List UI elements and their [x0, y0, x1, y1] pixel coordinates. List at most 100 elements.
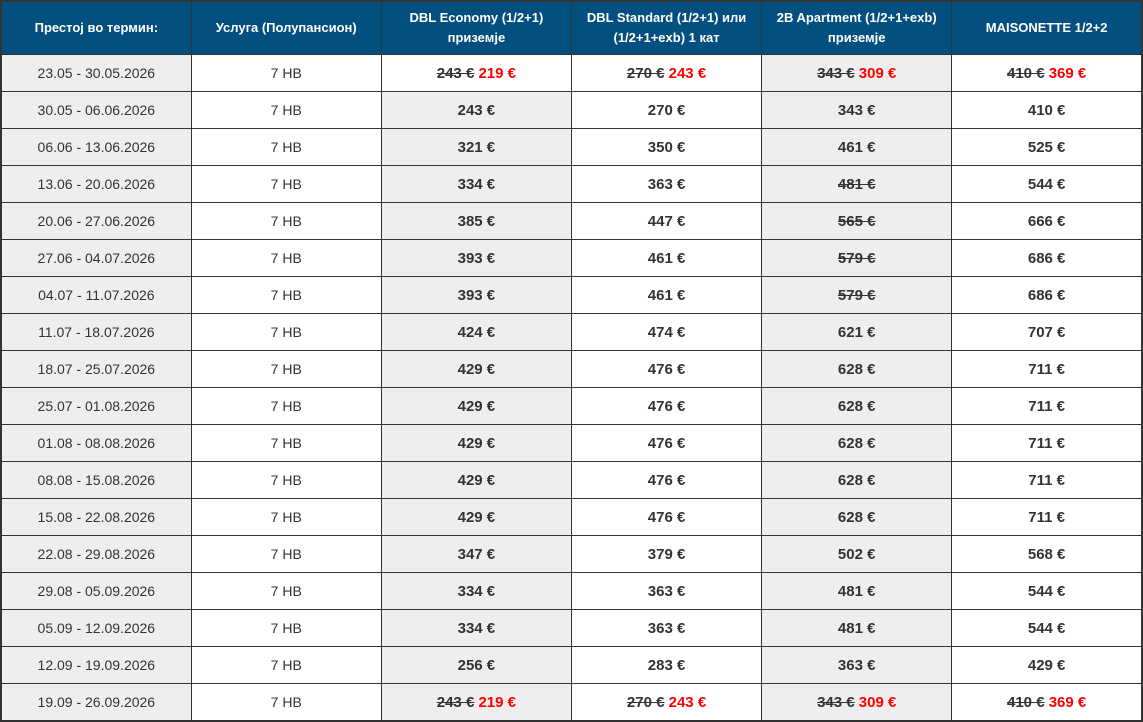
price-cell-dbl-standard: 476 €	[570, 498, 763, 536]
price-cell-2b-apartment: 481 €	[761, 609, 953, 647]
price-cell-2b-apartment: 628 €	[761, 461, 953, 499]
price-cell-2b-apartment: 621 €	[761, 313, 953, 351]
period-cell: 06.06 - 13.06.2026	[0, 128, 192, 166]
discount-price: 243 €	[668, 64, 707, 82]
price-cell-dbl-standard: 270 €	[570, 91, 763, 129]
period-cell: 23.05 - 30.05.2026	[0, 54, 192, 92]
price-cell-dbl-economy: 424 €	[380, 313, 572, 351]
price-cell-dbl-standard: 270 € 243 €	[570, 683, 763, 722]
price-cell-2b-apartment: 502 €	[761, 535, 953, 573]
price-cell-dbl-standard: 461 €	[570, 276, 763, 314]
discount-price: 219 €	[478, 693, 517, 711]
price-cell-2b-apartment: 628 €	[761, 350, 953, 388]
discount-price: 219 €	[478, 64, 517, 82]
period-cell: 15.08 - 22.08.2026	[0, 498, 192, 536]
header-maisonette: MAISONETTE 1/2+2	[951, 0, 1143, 55]
period-cell: 05.09 - 12.09.2026	[0, 609, 192, 647]
price-cell-dbl-economy: 243 € 219 €	[380, 683, 572, 722]
old-price: 579 €	[837, 286, 876, 304]
service-cell: 7 HB	[190, 461, 382, 499]
service-cell: 7 HB	[190, 54, 382, 92]
price-cell-dbl-standard: 363 €	[570, 165, 763, 203]
price-cell-maisonette: 711 €	[951, 461, 1143, 499]
table-row: 04.07 - 11.07.2026 7 HB 393 €461 € 579 € 686…	[0, 276, 1143, 314]
price-cell-maisonette: 525 €	[951, 128, 1143, 166]
price-cell-dbl-economy: 243 €	[380, 91, 572, 129]
price-cell-dbl-economy: 429 €	[380, 461, 572, 499]
price-cell-dbl-economy: 334 €	[380, 609, 572, 647]
period-cell: 13.06 - 20.06.2026	[0, 165, 192, 203]
price-cell-dbl-standard: 476 €	[570, 461, 763, 499]
old-price: 579 €	[837, 249, 876, 267]
header-period: Престој во термин:	[0, 0, 192, 55]
service-cell: 7 HB	[190, 424, 382, 462]
table-row: 13.06 - 20.06.2026 7 HB 334 €363 € 481 € 544…	[0, 165, 1143, 203]
discount-price: 309 €	[858, 693, 897, 711]
period-cell: 27.06 - 04.07.2026	[0, 239, 192, 277]
table-row: 18.07 - 25.07.2026 7 HB 429 €476 €628 €711…	[0, 350, 1143, 388]
price-cell-2b-apartment: 628 €	[761, 424, 953, 462]
service-cell: 7 HB	[190, 202, 382, 240]
service-cell: 7 HB	[190, 165, 382, 203]
price-cell-maisonette: 686 €	[951, 276, 1143, 314]
price-cell-dbl-standard: 461 €	[570, 239, 763, 277]
price-cell-dbl-economy: 334 €	[380, 165, 572, 203]
price-cell-dbl-economy: 429 €	[380, 350, 572, 388]
period-cell: 30.05 - 06.06.2026	[0, 91, 192, 129]
table-row: 29.08 - 05.09.2026 7 HB 334 €363 €481 €544…	[0, 572, 1143, 610]
table-row: 05.09 - 12.09.2026 7 HB 334 €363 €481 €544…	[0, 609, 1143, 647]
price-cell-dbl-standard: 350 €	[570, 128, 763, 166]
old-price: 270 €	[626, 693, 665, 711]
period-cell: 19.09 - 26.09.2026	[0, 683, 192, 722]
old-price: 343 €	[817, 693, 855, 711]
service-cell: 7 HB	[190, 646, 382, 684]
old-price: 410 €	[1007, 64, 1045, 82]
table-row: 20.06 - 27.06.2026 7 HB 385 €447 € 565 € 666…	[0, 202, 1143, 240]
period-cell: 04.07 - 11.07.2026	[0, 276, 192, 314]
table-row: 22.08 - 29.08.2026 7 HB 347 €379 €502 €568…	[0, 535, 1143, 573]
price-cell-dbl-economy: 429 €	[380, 498, 572, 536]
header-row: Престој во термин: Услуга (Полупансион) …	[0, 0, 1143, 55]
table-row: 30.05 - 06.06.2026 7 HB 243 €270 €343 €410…	[0, 91, 1143, 129]
service-cell: 7 HB	[190, 535, 382, 573]
price-cell-dbl-economy: 385 €	[380, 202, 572, 240]
price-cell-maisonette: 544 €	[951, 609, 1143, 647]
price-cell-dbl-economy: 334 €	[380, 572, 572, 610]
price-cell-maisonette: 544 €	[951, 165, 1143, 203]
table-row: 12.09 - 19.09.2026 7 HB 256 €283 €363 €429…	[0, 646, 1143, 684]
period-cell: 20.06 - 27.06.2026	[0, 202, 192, 240]
price-cell-dbl-standard: 379 €	[570, 535, 763, 573]
price-cell-dbl-standard: 474 €	[570, 313, 763, 351]
price-cell-maisonette: 711 €	[951, 498, 1143, 536]
old-price: 343 €	[817, 64, 855, 82]
service-cell: 7 HB	[190, 387, 382, 425]
discount-price: 369 €	[1048, 693, 1087, 711]
table-row: 25.07 - 01.08.2026 7 HB 429 €476 €628 €711…	[0, 387, 1143, 425]
header-dbl-economy: DBL Economy (1/2+1) приземје	[380, 0, 572, 55]
price-cell-maisonette: 707 €	[951, 313, 1143, 351]
price-cell-dbl-standard: 363 €	[570, 572, 763, 610]
price-cell-2b-apartment: 461 €	[761, 128, 953, 166]
price-cell-maisonette: 711 €	[951, 387, 1143, 425]
table-row: 11.07 - 18.07.2026 7 HB 424 €474 €621 €707…	[0, 313, 1143, 351]
period-cell: 11.07 - 18.07.2026	[0, 313, 192, 351]
price-cell-maisonette: 666 €	[951, 202, 1143, 240]
price-cell-dbl-economy: 393 €	[380, 276, 572, 314]
discount-price: 243 €	[668, 693, 707, 711]
price-cell-dbl-standard: 283 €	[570, 646, 763, 684]
price-cell-maisonette: 410 €	[951, 91, 1143, 129]
price-cell-maisonette: 686 €	[951, 239, 1143, 277]
period-cell: 25.07 - 01.08.2026	[0, 387, 192, 425]
service-cell: 7 HB	[190, 91, 382, 129]
price-cell-2b-apartment: 579 €	[761, 276, 953, 314]
table-row: 08.08 - 15.08.2026 7 HB 429 €476 €628 €711…	[0, 461, 1143, 499]
old-price: 243 €	[436, 64, 475, 82]
discount-price: 369 €	[1048, 64, 1087, 82]
price-cell-2b-apartment: 363 €	[761, 646, 953, 684]
price-cell-2b-apartment: 565 €	[761, 202, 953, 240]
price-cell-maisonette: 410 € 369 €	[951, 683, 1143, 722]
service-cell: 7 HB	[190, 313, 382, 351]
header-2b-apartment: 2B Apartment (1/2+1+exb) приземје	[761, 0, 953, 55]
old-price: 565 €	[837, 212, 876, 230]
